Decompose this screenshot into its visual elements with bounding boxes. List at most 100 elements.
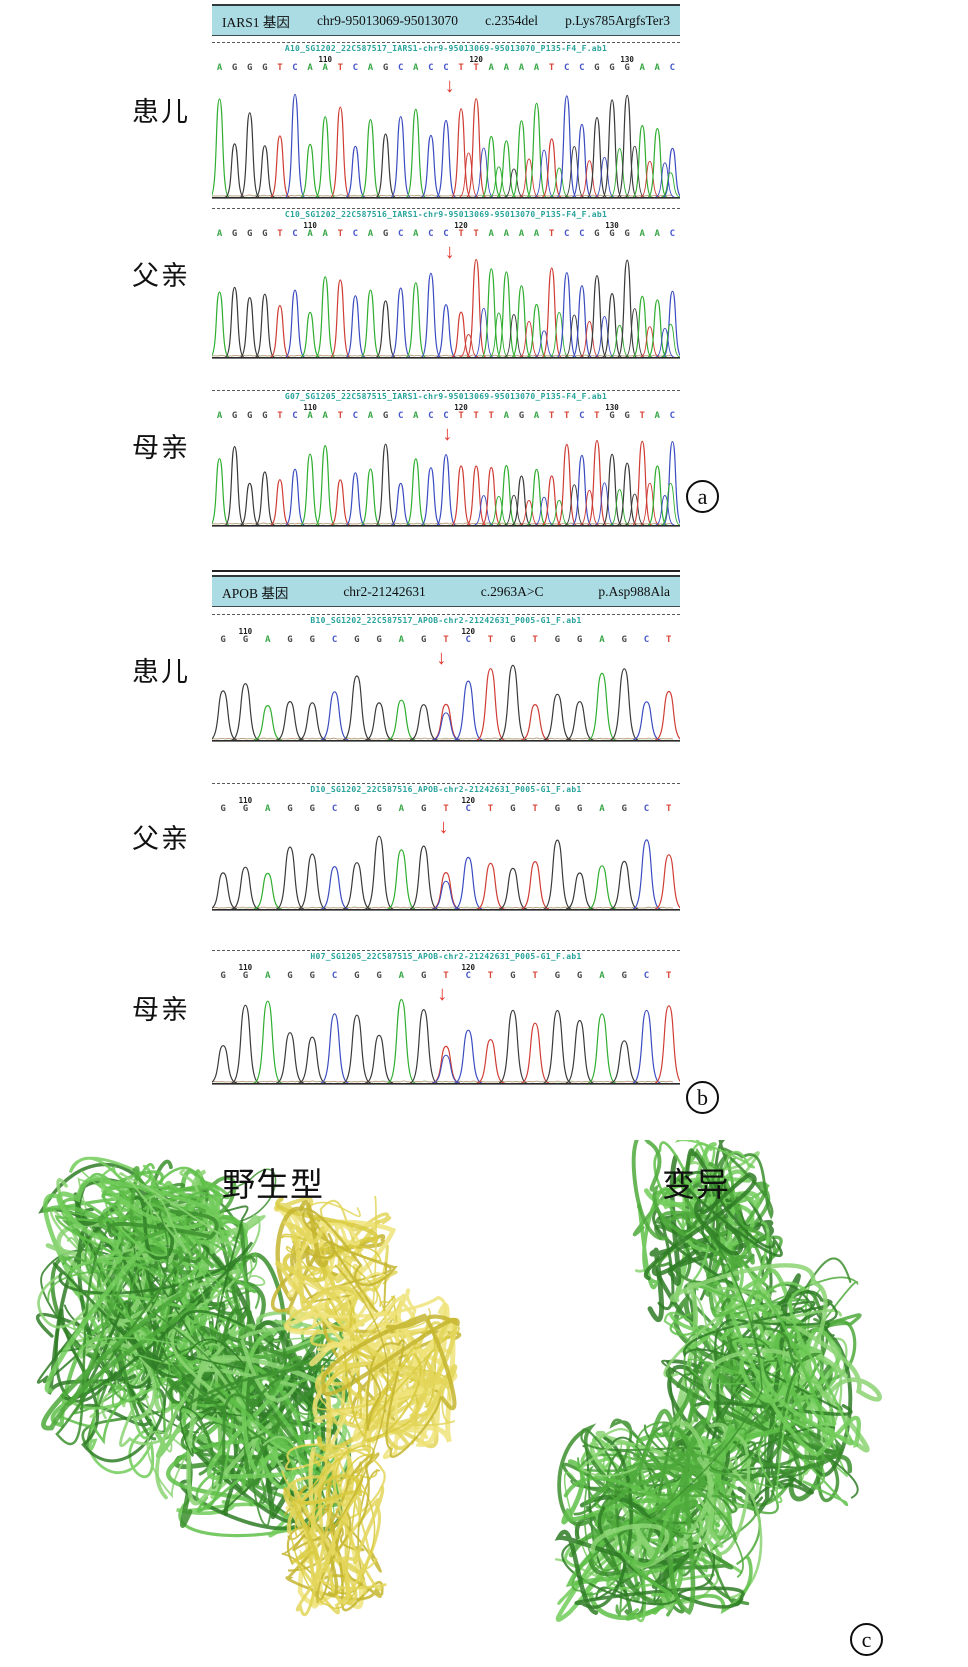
trace-peak [579, 489, 600, 526]
ribbon-stroke [336, 1317, 458, 1427]
trace-peak [239, 297, 260, 358]
trace-peak [543, 693, 572, 741]
base-letter: A [216, 63, 223, 73]
trace-peak [481, 268, 502, 358]
chromatogram-svg [212, 440, 680, 527]
ribbon-stroke [292, 1453, 375, 1552]
wildtype-label: 野生型 [222, 1166, 324, 1203]
protein-change: p.Lys785ArgfsTer3 [565, 12, 670, 28]
base-letter: G [376, 804, 382, 814]
base-letter: T [487, 635, 494, 645]
trace-peak [521, 704, 550, 741]
subject-label: 患儿 [132, 97, 190, 127]
gene-name: IARS1 基因 [222, 14, 290, 30]
trace-peak [454, 680, 483, 741]
ribbon-stroke [291, 1481, 367, 1574]
trace-peak [496, 271, 517, 358]
base-letter: A [264, 804, 271, 814]
base-letter: A [367, 63, 374, 73]
base-letter: C [443, 229, 449, 239]
ribbon-stroke [669, 1311, 849, 1507]
ribbon-stroke [111, 1194, 217, 1237]
trace-peak [504, 494, 524, 526]
panel-divider [212, 570, 680, 572]
base-letter: A [413, 229, 419, 239]
trace-peak [632, 440, 653, 526]
base-letter: C [643, 635, 650, 645]
base-letter: G [354, 971, 360, 981]
trace-block: 母亲 G07_SG1205_22C587515_IARS1-chr9-950130… [132, 390, 680, 527]
trace-peak [571, 123, 592, 198]
ribbon-stroke [631, 1140, 742, 1268]
variant-arrow-icon: ↓ [444, 75, 455, 97]
trace-block: 患儿 B10_SG1202_22C587517_APOB-chr2-2124263… [132, 614, 680, 742]
base-letter: T [337, 229, 343, 239]
trace-peak [300, 143, 321, 198]
panel-marker-a: a [686, 480, 719, 513]
trace-peak [212, 291, 230, 358]
trace-peak [662, 441, 680, 526]
base-letter: T [487, 804, 494, 814]
base-letter: C [579, 63, 585, 73]
base-letter: A [322, 411, 328, 421]
connector-strand [651, 1389, 763, 1519]
trace-peak [360, 468, 381, 526]
base-letter: C [352, 63, 359, 73]
ribbon-stroke [554, 1495, 700, 1615]
ribbon-stroke [625, 1555, 753, 1621]
base-letter: A [488, 229, 494, 239]
position-tick: 120 [469, 54, 483, 64]
ribbon-stroke [639, 1421, 710, 1539]
base-letter: A [599, 971, 605, 981]
chromatogram: ↓ [212, 73, 680, 199]
trace-peak [511, 120, 532, 198]
position-tick: 120 [454, 220, 468, 230]
trace-peak [409, 1009, 438, 1084]
ribbon-stroke [609, 1388, 699, 1506]
trace-peak [239, 112, 260, 198]
trace-peak [275, 846, 305, 910]
trace-peak [459, 334, 479, 358]
trace-peak [365, 1034, 394, 1084]
base-letter: C [563, 229, 570, 239]
trace-peak [640, 160, 660, 198]
position-tick: 110 [238, 962, 253, 972]
trace-peak [254, 145, 275, 198]
base-letter: C 120 [457, 627, 479, 646]
base-letter: G [262, 411, 268, 421]
ribbon-stroke [58, 1381, 127, 1445]
base-letter: G [287, 635, 293, 645]
base-letter: A [367, 229, 374, 239]
trace-peak [345, 145, 366, 198]
base-letter: G 110 [234, 796, 256, 815]
base-letter: G [262, 229, 268, 239]
trace-peak [231, 866, 260, 910]
base-letter: A [639, 229, 645, 239]
trace-peak [655, 327, 675, 358]
base-letter: T 120 [454, 403, 469, 422]
trace-block: 患儿 A10_SG1202_22C587517_IARS1-chr9-950130… [132, 42, 680, 199]
baseline-noise [212, 737, 674, 740]
trace-peak [360, 119, 381, 198]
trace-peak [587, 1013, 617, 1084]
base-letter: G [576, 971, 583, 981]
base-letter: A [264, 635, 271, 645]
ribbon-stroke [110, 1209, 219, 1241]
base-letter: T [337, 411, 343, 421]
base-letter: C [443, 63, 449, 73]
trace-file-name: C10_SG1202_22C587516_IARS1-chr9-95013069… [284, 210, 608, 219]
trace-peak [365, 702, 394, 741]
trace-peak [300, 311, 321, 358]
base-letter: C [331, 635, 338, 645]
trace-peak [473, 147, 494, 198]
base-letter: T [337, 63, 343, 73]
trace-peak [496, 140, 517, 198]
base-letter: G 130 [604, 403, 619, 422]
trace-peak [610, 860, 639, 910]
base-letter: A [533, 229, 540, 239]
base-calls: A G G G T C A A 110 T C A G C A C C T T 120 A A A A T C C G G G 130 A A C [212, 54, 680, 74]
trace-peak [602, 453, 622, 526]
trace-peak [253, 872, 282, 910]
trace-separator [212, 390, 680, 391]
trace-peak [431, 872, 461, 910]
